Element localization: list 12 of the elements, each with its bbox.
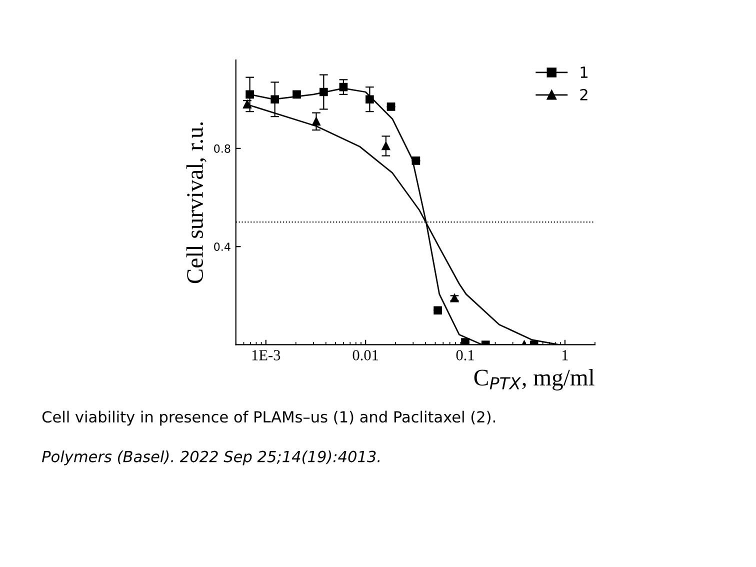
x-tick-label: 0.01 — [352, 350, 378, 360]
x-axis-title: C$_{PTX}$, mg/ml — [474, 369, 594, 390]
legend-label: 1 — [580, 66, 588, 78]
y-tick-label: 0.8 — [214, 144, 230, 153]
x-tick-label: 1E-3 — [252, 350, 280, 360]
text: Polymers (Basel). 2022 Sep 25;14(19):4013. — [42, 450, 380, 466]
y-axis-title: Cell survival, r.u. — [186, 122, 206, 284]
x-tick-label: 0.1 — [456, 350, 474, 360]
x-tick-label: 1 — [562, 350, 568, 360]
legend-label: 2 — [580, 88, 588, 100]
text: Cell viability in presence of PLAMs–us (1) and Paclitaxel (2). — [42, 410, 495, 426]
y-tick-label: 0.4 — [214, 242, 230, 251]
